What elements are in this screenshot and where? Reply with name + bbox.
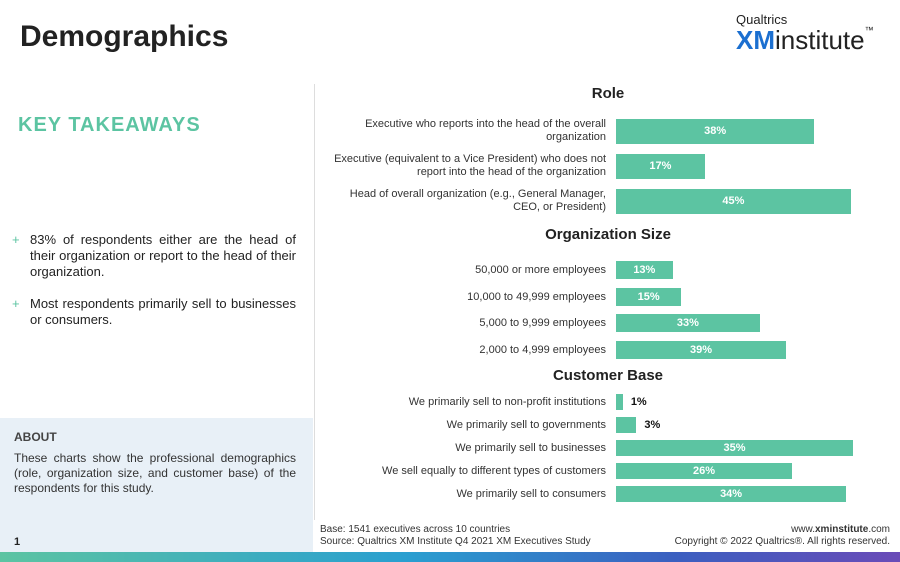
value-label: 15% [637, 291, 660, 303]
bullet: + [12, 296, 20, 311]
category-label: We primarily sell to governments [446, 418, 606, 431]
category-label: 10,000 to 49,999 employees [467, 290, 606, 303]
bar [616, 118, 815, 144]
value-label: 39% [690, 344, 713, 356]
category-label: 5,000 to 9,999 employees [479, 316, 606, 329]
url: www.xminstitute.com [791, 524, 890, 535]
bar [616, 417, 637, 433]
bar [616, 261, 673, 279]
value-label: 35% [723, 442, 746, 454]
category-label: Head of overall organization (e.g., Gene… [349, 188, 606, 213]
bar [616, 463, 793, 479]
value-label: 17% [649, 160, 672, 172]
bar [616, 288, 682, 306]
logo-top: Qualtrics [736, 12, 788, 27]
url-prefix: www. [791, 524, 815, 535]
takeaway: + Most respondents primarily sell to busi… [12, 296, 296, 328]
chart-title: Customer Base [552, 367, 664, 384]
chart-title: Role [591, 85, 625, 102]
bar [616, 314, 760, 332]
value-label: 13% [633, 264, 656, 276]
category-label: We primarily sell to consumers [456, 487, 606, 500]
category-label: 2,000 to 4,999 employees [479, 343, 606, 356]
bar [616, 153, 705, 179]
category-label: Executive who reports into the head of t… [365, 118, 606, 143]
logo-main: XM [736, 25, 775, 55]
value-label: 38% [704, 125, 727, 137]
category-label: 50,000 or more employees [475, 263, 606, 276]
about-text: These charts show the professional demog… [14, 451, 296, 495]
bar [616, 188, 851, 214]
takeaway-text: 83% of respondents either are the head o… [30, 232, 296, 279]
takeaway: +83% of respondents either are the head … [12, 232, 296, 280]
chart-title: Organization Size [545, 226, 671, 243]
bar [616, 394, 623, 410]
page-title: Demographics [20, 20, 229, 53]
value-label: 34% [720, 488, 743, 500]
logo: XMinstitute™ [736, 25, 874, 56]
page-number: 1 [14, 536, 21, 548]
bullet: + [12, 232, 20, 247]
takeaways-list: +83% of respondents either are the head … [12, 232, 296, 328]
copyright: Copyright © 2022 Qualtrics®. All rights … [674, 536, 890, 547]
value-label: 3% [644, 419, 661, 431]
category-label: We primarily sell to businesses [455, 441, 606, 454]
takeaway-text: Most respondents primarily sell to busin… [30, 296, 296, 327]
url-bold: xminstitute [814, 524, 869, 535]
value-label: 33% [676, 317, 699, 329]
category-label: We primarily sell to non-profit institut… [408, 395, 606, 408]
category-label: Executive (equivalent to a Vice Presiden… [334, 153, 606, 178]
bar [616, 440, 853, 456]
logo-sub: institute [775, 25, 865, 55]
source-note: Source: Qualtrics XM Institute Q4 2021 X… [320, 536, 591, 547]
value-label: 26% [692, 465, 716, 477]
base-note: Base: 1541 executives across 10 countrie… [320, 524, 511, 535]
value-label: 1% [630, 396, 647, 408]
divider [314, 84, 315, 520]
bar [616, 341, 787, 359]
bar [616, 486, 847, 502]
category-label: We sell equally to different types of cu… [382, 464, 606, 477]
takeaways-heading: KEY TAKEAWAYS [18, 114, 201, 136]
logo-tm: ™ [864, 25, 874, 35]
url-suffix: .com [868, 524, 890, 535]
value-label: 45% [722, 195, 745, 207]
footer-band [0, 552, 900, 562]
about-box: ABOUT These charts show the professional… [0, 418, 313, 552]
about-heading: ABOUT [14, 430, 57, 444]
